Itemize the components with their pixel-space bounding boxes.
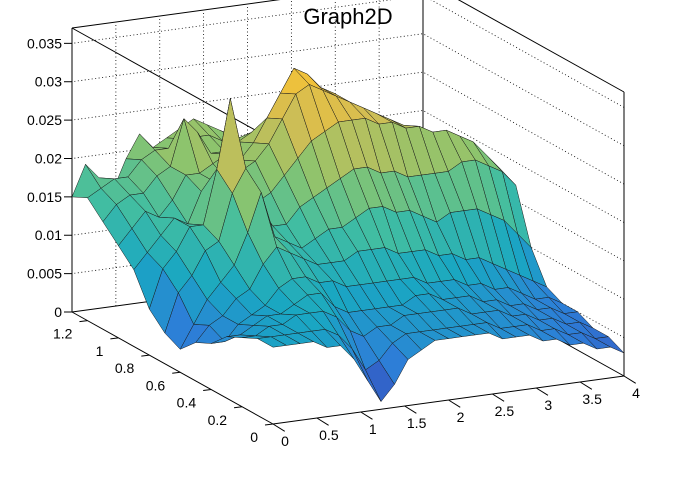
y-tick-label: 0.6 xyxy=(146,377,166,393)
x-tick-label: 4 xyxy=(632,385,640,401)
x-tick-label: 1 xyxy=(369,421,377,437)
y-tick-label: 1 xyxy=(96,343,104,359)
x-tick xyxy=(404,405,417,414)
grid-line xyxy=(71,0,625,108)
x-tick-label: 0.5 xyxy=(319,427,339,443)
x-tick-label: 3 xyxy=(544,397,552,413)
y-tick xyxy=(79,320,88,323)
y-tick-label: 0.4 xyxy=(177,395,197,411)
x-tick xyxy=(316,417,329,426)
y-axis: 0 0.2 0.4 0.6 0.8 1 1.2 xyxy=(53,320,274,445)
z-tick-label: 0.005 xyxy=(27,266,62,282)
x-tick xyxy=(448,399,461,408)
z-tick-label: 0.01 xyxy=(35,227,62,243)
grid-line xyxy=(71,71,625,185)
y-tick xyxy=(234,406,243,409)
x-tick-label: 2.5 xyxy=(495,403,515,419)
z-tick-label: 0.035 xyxy=(27,35,62,51)
y-tick xyxy=(110,337,119,340)
x-tick xyxy=(535,387,549,396)
z-tick-label: 0.025 xyxy=(27,112,62,128)
y-tick xyxy=(203,389,212,392)
y-tick-label: 0 xyxy=(250,429,258,445)
frame-edge xyxy=(71,27,274,141)
x-tick xyxy=(272,423,285,432)
y-tick xyxy=(172,371,181,374)
y-tick xyxy=(141,354,150,357)
y-tick xyxy=(264,423,274,426)
frame-edge xyxy=(457,0,625,93)
frame-edge xyxy=(71,311,274,425)
x-tick-label: 3.5 xyxy=(582,391,602,407)
z-axis: 0 0.005 0.01 0.015 0.02 0.025 0.03 0.035 xyxy=(27,35,72,320)
x-tick xyxy=(360,411,373,420)
y-tick-label: 1.2 xyxy=(53,326,73,342)
x-tick-label: 0 xyxy=(281,433,289,449)
x-tick xyxy=(579,381,593,390)
surface-mesh xyxy=(71,67,625,402)
z-tick-label: 0.03 xyxy=(35,74,62,90)
z-tick-label: 0.02 xyxy=(35,150,62,166)
x-tick-label: 2 xyxy=(457,409,465,425)
x-tick xyxy=(492,393,505,402)
x-tick-label: 1.5 xyxy=(407,415,427,431)
chart-title: Graph2D xyxy=(303,4,392,29)
z-tick-label: 0.015 xyxy=(27,189,62,205)
grid-line xyxy=(71,33,625,147)
surface-cell xyxy=(257,336,287,348)
frame-edge xyxy=(71,0,281,29)
x-tick xyxy=(623,375,636,384)
y-tick-label: 0.2 xyxy=(208,412,228,428)
y-tick-label: 0.8 xyxy=(115,360,135,376)
x-axis: 0 0.5 1 1.5 2 2.5 3 3.5 4 xyxy=(272,375,640,449)
z-tick-label: 0 xyxy=(54,304,62,320)
